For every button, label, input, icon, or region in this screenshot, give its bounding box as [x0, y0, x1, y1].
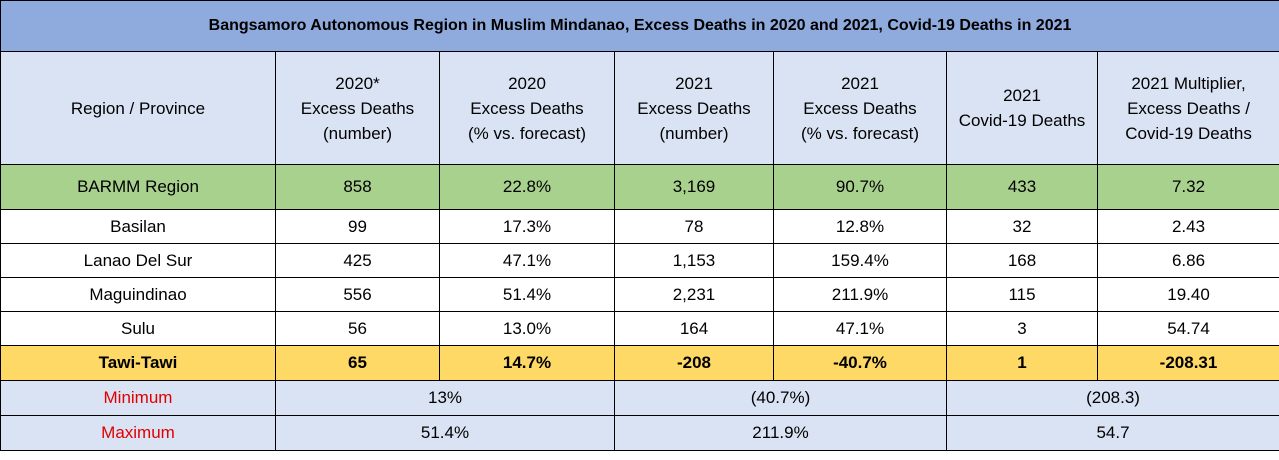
header-2021-excess-pct: 2021 Excess Deaths (% vs. forecast) [773, 51, 947, 165]
header-2021-multiplier: 2021 Multiplier, Excess Deaths / Covid-1… [1096, 51, 1279, 165]
header-2020-excess-number: 2020* Excess Deaths (number) [275, 51, 440, 165]
table-cell: 47.1% [773, 311, 947, 346]
header-line: 2020* [335, 73, 380, 93]
minimum-row: Minimum 13% (40.7%) (208.3) [0, 380, 1279, 416]
table-cell: 159.4% [773, 243, 947, 278]
table-cell: 17.3% [439, 209, 615, 244]
header-line: (% vs. forecast) [800, 123, 920, 143]
table-row: Lanao Del Sur 425 47.1% 1,153 159.4% 168… [0, 243, 1279, 278]
table-cell: 65 [275, 345, 440, 381]
header-2021-covid-deaths: 2021 Covid-19 Deaths [946, 51, 1098, 165]
table-cell: 2.43 [1096, 209, 1279, 244]
header-line: (% vs. forecast) [467, 123, 587, 143]
table-cell: 13% [275, 380, 615, 416]
table-cell: 47.1% [439, 243, 615, 278]
table-cell: 32 [946, 209, 1098, 244]
table-cell: (40.7%) [614, 380, 947, 416]
table-cell: 14.7% [439, 345, 615, 381]
header-line: Covid-19 Deaths [958, 111, 1086, 130]
title-row: Bangsamoro Autonomous Region in Muslim M… [0, 0, 1279, 52]
table-cell: 13.0% [439, 311, 615, 346]
header-line: Region / Province [70, 98, 206, 118]
header-line: Excess Deaths [300, 98, 415, 118]
header-line: 2021 [841, 73, 879, 93]
table-cell: Maguindinao [0, 277, 276, 312]
table-cell: 115 [946, 277, 1098, 312]
table-cell: -208.31 [1096, 345, 1279, 381]
table-cell: 1 [946, 345, 1098, 381]
header-line: Excess Deaths [470, 98, 584, 118]
table-cell: 7.32 [1096, 164, 1279, 210]
table-cell: 22.8% [439, 164, 615, 210]
stat-label: Minimum [0, 380, 276, 416]
table-cell: 3,169 [614, 164, 774, 210]
header-line: 2021 [1003, 86, 1041, 105]
header-line: Excess Deaths [803, 98, 917, 118]
table-cell: Basilan [0, 209, 276, 244]
table-cell: 56 [275, 311, 440, 346]
header-2020-excess-pct: 2020 Excess Deaths (% vs. forecast) [439, 51, 615, 165]
maximum-row: Maximum 51.4% 211.9% 54.7 [0, 415, 1279, 451]
table-cell: 51.4% [439, 277, 615, 312]
table-row: Maguindinao 556 51.4% 2,231 211.9% 115 1… [0, 277, 1279, 312]
table-cell: 19.40 [1096, 277, 1279, 312]
header-2021-excess-number: 2021 Excess Deaths (number) [614, 51, 774, 165]
region-total-row: BARMM Region 858 22.8% 3,169 90.7% 433 7… [0, 164, 1279, 210]
stat-label: Maximum [0, 415, 276, 451]
header-region-province: Region / Province [0, 51, 276, 165]
table-cell: 51.4% [275, 415, 615, 451]
header-line: 2020 [508, 73, 546, 93]
table-row: Sulu 56 13.0% 164 47.1% 3 54.74 [0, 311, 1279, 346]
table-cell: 99 [275, 209, 440, 244]
header-line: 2021 [675, 73, 713, 93]
table-cell: 54.74 [1096, 311, 1279, 346]
highlighted-row: Tawi-Tawi 65 14.7% -208 -40.7% 1 -208.31 [0, 345, 1279, 381]
table-cell: -208 [614, 345, 774, 381]
table-cell: 78 [614, 209, 774, 244]
table-cell: 3 [946, 311, 1098, 346]
table-cell: Sulu [0, 311, 276, 346]
table-cell: 1,153 [614, 243, 774, 278]
table-row: Basilan 99 17.3% 78 12.8% 32 2.43 [0, 209, 1279, 244]
table-cell: 433 [946, 164, 1098, 210]
table-title: Bangsamoro Autonomous Region in Muslim M… [0, 0, 1279, 52]
header-line: 2021 Multiplier, [1131, 73, 1246, 93]
table-cell: 425 [275, 243, 440, 278]
header-line: (number) [323, 123, 392, 143]
table-cell: 858 [275, 164, 440, 210]
table-cell: Tawi-Tawi [0, 345, 276, 381]
table-cell: 54.7 [945, 415, 1279, 451]
table-cell: (208.3) [945, 380, 1279, 416]
table-cell: BARMM Region [0, 164, 276, 210]
table-cell: 6.86 [1096, 243, 1279, 278]
header-line: (number) [659, 123, 729, 143]
header-line: Excess Deaths [637, 98, 751, 118]
table-cell: 556 [275, 277, 440, 312]
header-row: Region / Province 2020* Excess Deaths (n… [0, 51, 1279, 165]
table-cell: -40.7% [773, 345, 947, 381]
table-cell: 12.8% [773, 209, 947, 244]
table-cell: 211.9% [614, 415, 947, 451]
header-line: Covid-19 Deaths [1125, 123, 1252, 143]
table-cell: Lanao Del Sur [0, 243, 276, 278]
table-cell: 90.7% [773, 164, 947, 210]
table-cell: 168 [946, 243, 1098, 278]
table-cell: 211.9% [773, 277, 947, 312]
table-cell: 164 [614, 311, 774, 346]
header-line: Excess Deaths / [1127, 98, 1250, 118]
table-cell: 2,231 [614, 277, 774, 312]
